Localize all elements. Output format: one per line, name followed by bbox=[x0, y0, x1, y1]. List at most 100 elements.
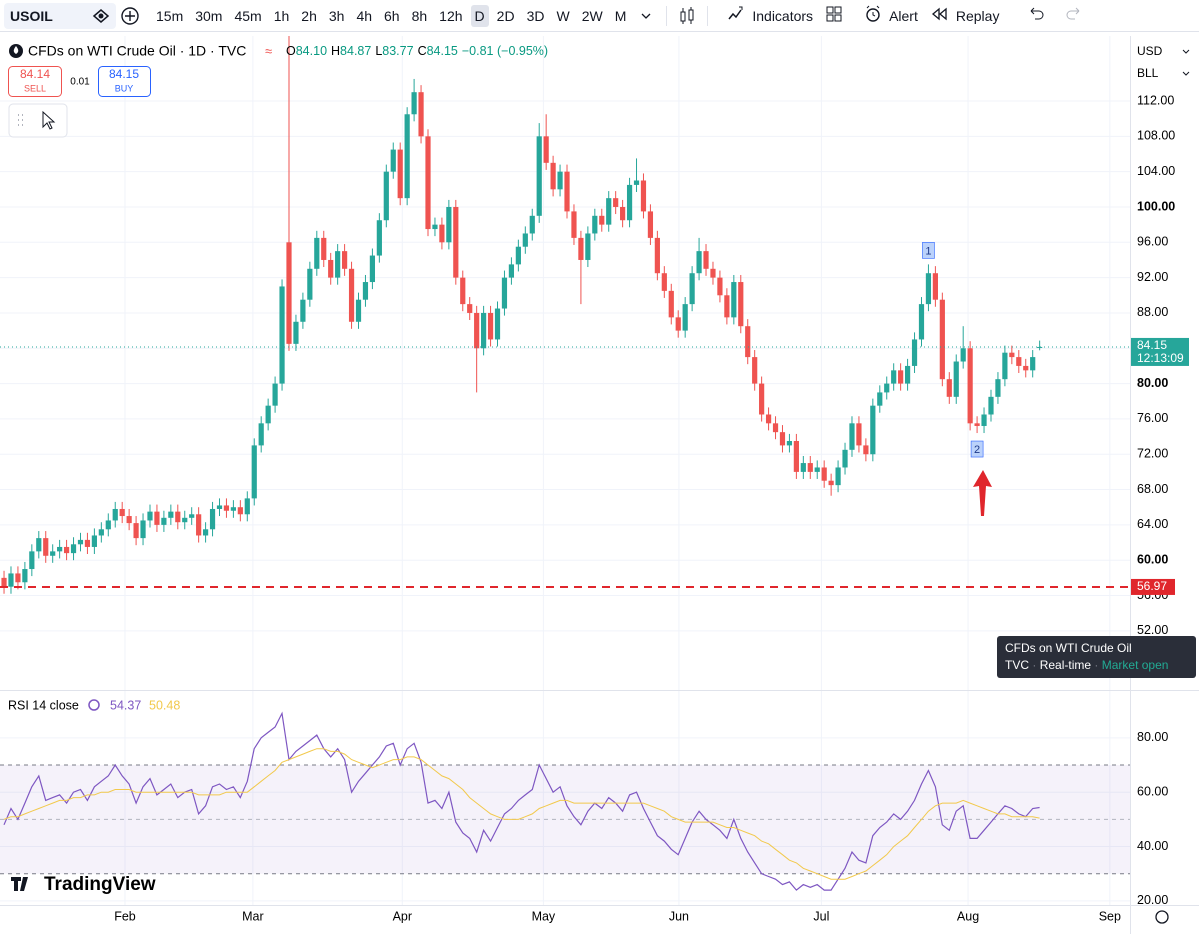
interval-list: 15m 30m 45m 1h 2h 3h 4h 6h 8h 12h D 2D 3D W 2W M bbox=[150, 4, 632, 27]
interval[interactable]: 45m bbox=[234, 7, 262, 24]
candle-body bbox=[383, 171, 389, 221]
toolbar-button[interactable]: Replay bbox=[930, 4, 1000, 27]
interval[interactable]: 2W bbox=[581, 7, 603, 24]
interval-menu[interactable] bbox=[632, 10, 660, 22]
candle-body bbox=[932, 273, 938, 300]
candle-body bbox=[946, 379, 952, 397]
tooltip: CFDs on WTI Crude Oil TVC · Real-time · … bbox=[997, 636, 1196, 678]
candle-body bbox=[147, 511, 153, 521]
value: 84.10 bbox=[296, 44, 327, 58]
rsi-line bbox=[3, 748, 1040, 880]
icon bbox=[680, 6, 694, 24]
candle-body bbox=[369, 255, 376, 283]
toolbar-button[interactable]: Alert bbox=[825, 4, 918, 27]
candle-body bbox=[522, 233, 528, 247]
candle-body bbox=[765, 414, 772, 424]
buy-price: 84.15 bbox=[109, 67, 139, 81]
indicator-icon: ≈ bbox=[265, 43, 272, 58]
legend-ohlc: O84.10 H84.87 L83.77 C84.15 −0.81 (−0.95%) bbox=[286, 44, 548, 58]
price-tag bbox=[1131, 578, 1175, 595]
add-symbol[interactable] bbox=[116, 6, 144, 26]
axes: 52.0056.0060.0064.0068.0072.0076.0080.00… bbox=[114, 93, 1189, 923]
candle-body bbox=[842, 449, 848, 468]
tooltip-title: CFDs on WTI Crude Oil bbox=[1005, 641, 1132, 655]
currency[interactable]: USD bbox=[1137, 44, 1163, 58]
interval[interactable]: 12h bbox=[439, 7, 463, 24]
candle-body bbox=[481, 312, 487, 349]
value: 84.15 bbox=[427, 44, 458, 58]
interval[interactable]: 2h bbox=[301, 7, 317, 24]
source: TVC bbox=[1005, 658, 1029, 672]
candle-body bbox=[404, 114, 410, 199]
chart-type[interactable] bbox=[673, 6, 701, 26]
icon bbox=[866, 5, 880, 22]
interval[interactable]: 15m bbox=[156, 7, 184, 24]
candle-body bbox=[70, 544, 77, 554]
interval[interactable]: D bbox=[470, 4, 489, 27]
candle-body bbox=[703, 251, 709, 269]
candle-body bbox=[606, 198, 612, 225]
candle-body bbox=[752, 357, 758, 384]
interval[interactable]: 3h bbox=[328, 7, 345, 24]
candle-body bbox=[22, 569, 28, 583]
y-tick-label: 68.00 bbox=[1137, 482, 1168, 496]
price-tag-label: 56.97 bbox=[1137, 579, 1167, 593]
interval[interactable]: 2D bbox=[496, 7, 515, 24]
candle-body bbox=[981, 414, 987, 426]
candle-body bbox=[29, 551, 35, 570]
interval[interactable]: 3D bbox=[526, 7, 545, 24]
candle-body bbox=[550, 162, 556, 190]
cursor-tool[interactable] bbox=[42, 110, 56, 130]
interval[interactable]: M bbox=[614, 7, 627, 24]
button-icon bbox=[863, 4, 883, 27]
candle-body bbox=[689, 273, 695, 305]
toolbar-button[interactable]: Indicators bbox=[726, 4, 813, 27]
candle-body bbox=[439, 224, 445, 243]
y-tick-label: 80.00 bbox=[1137, 376, 1168, 390]
candle-body bbox=[453, 206, 459, 278]
rsi-title: RSI 14 close bbox=[8, 698, 79, 712]
candle-body bbox=[501, 277, 508, 309]
buy-button[interactable] bbox=[98, 66, 151, 97]
candle-body bbox=[355, 299, 362, 322]
interval[interactable]: 8h bbox=[411, 7, 428, 24]
y-tick-label: 20.00 bbox=[1137, 893, 1168, 907]
button-label: Replay bbox=[955, 7, 1000, 24]
candle-body bbox=[738, 282, 744, 327]
interval[interactable]: 1h bbox=[273, 7, 290, 24]
candle-body bbox=[36, 538, 42, 552]
settings-icon[interactable] bbox=[1155, 910, 1169, 924]
interval[interactable]: 30m bbox=[195, 7, 223, 24]
interval[interactable]: W bbox=[556, 7, 570, 24]
candle-body bbox=[446, 206, 452, 243]
candle-body bbox=[390, 149, 396, 172]
candle-body bbox=[870, 405, 876, 455]
sell-button[interactable] bbox=[8, 66, 62, 97]
chart: 52.0056.0060.0064.0068.0072.0076.0080.00… bbox=[0, 36, 1199, 934]
candle-body bbox=[543, 136, 549, 163]
candle-body bbox=[925, 273, 932, 305]
candle-body bbox=[856, 423, 862, 446]
interval[interactable]: 6h bbox=[384, 7, 400, 24]
candle-body bbox=[988, 396, 994, 415]
candle-body bbox=[821, 467, 827, 481]
unit[interactable]: BLL bbox=[1137, 66, 1159, 80]
rsi-ma-value: 50.48 bbox=[149, 698, 180, 712]
x-tick-label: May bbox=[532, 909, 556, 923]
candle-body bbox=[515, 246, 521, 265]
candle-body bbox=[654, 237, 660, 274]
candle-body bbox=[904, 365, 911, 384]
candle-body bbox=[84, 539, 91, 547]
candle-body bbox=[724, 295, 730, 318]
y-tick-label: 92.00 bbox=[1137, 270, 1168, 284]
symbol-logo bbox=[13, 46, 19, 54]
y-tick-label: 40.00 bbox=[1137, 839, 1168, 853]
y-tick-label: 72.00 bbox=[1137, 447, 1168, 461]
x-tick-label: Jun bbox=[669, 909, 689, 923]
interval[interactable]: 4h bbox=[356, 7, 373, 24]
y-tick-label: 60.00 bbox=[1137, 784, 1168, 798]
dropdown-icon bbox=[1182, 49, 1190, 76]
symbol-search[interactable]: USOIL bbox=[4, 2, 116, 29]
candle-body bbox=[216, 505, 223, 509]
change: −0.81 (−0.95%) bbox=[462, 44, 548, 58]
